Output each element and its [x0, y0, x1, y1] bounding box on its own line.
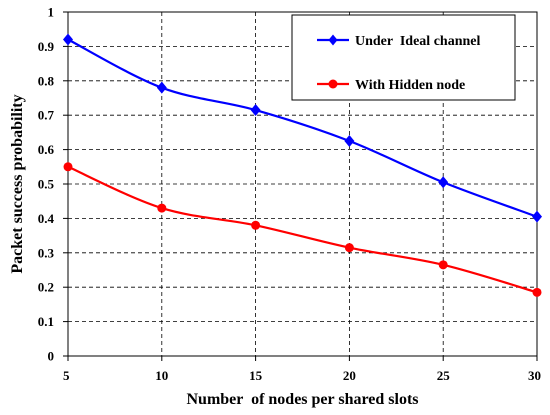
data-point-diamond	[156, 81, 167, 94]
series-line	[67, 165, 538, 294]
x-axis-title: Number of nodes per shared slots	[186, 391, 418, 408]
x-tick-label: 5	[63, 368, 70, 383]
data-point-circle	[251, 220, 261, 230]
series-2	[63, 162, 542, 297]
legend-label: With Hidden node	[355, 78, 465, 93]
x-tick-label: 15	[249, 368, 263, 383]
data-point-circle	[344, 243, 354, 253]
legend-marker-circle	[328, 79, 338, 89]
data-point-diamond	[438, 176, 449, 189]
data-point-circle	[157, 203, 167, 213]
y-axis-title: Packet success probability	[9, 94, 26, 273]
data-point-circle	[532, 287, 542, 297]
legend: Under Ideal channel With Hidden node	[291, 14, 516, 101]
y-axis-ticks: 0 0.1 0.2 0.3 0.4 0.5 0.6 0.7 0.8 0.9 1	[38, 5, 68, 364]
series-layer	[63, 33, 542, 297]
data-point-circle	[63, 162, 73, 172]
y-tick-label: 0.6	[38, 142, 55, 157]
x-tick-label: 25	[437, 368, 451, 383]
series-1	[63, 33, 542, 223]
data-point-diamond	[532, 210, 542, 223]
x-tick-label: 20	[343, 368, 356, 383]
y-tick-label: 0.4	[38, 211, 55, 226]
data-point-diamond	[63, 33, 73, 46]
legend-item-1: Under Ideal channel	[317, 34, 480, 49]
legend-item-2: With Hidden node	[317, 78, 465, 93]
x-tick-label: 10	[155, 368, 168, 383]
y-tick-label: 0.8	[38, 73, 55, 88]
data-point-diamond	[250, 104, 261, 117]
y-tick-label: 0	[48, 349, 55, 364]
legend-marker-diamond	[328, 34, 338, 46]
data-point-diamond	[344, 135, 355, 147]
data-point-circle	[438, 260, 448, 270]
y-tick-label: 0.2	[38, 280, 54, 295]
x-tick-label: 30	[528, 368, 541, 383]
series-line	[67, 38, 538, 218]
y-tick-label: 0.7	[38, 108, 55, 123]
y-tick-label: 0.3	[38, 245, 55, 260]
y-tick-label: 0.1	[38, 314, 54, 329]
y-tick-label: 1	[48, 5, 55, 20]
y-tick-label: 0.5	[38, 177, 55, 192]
x-axis-ticks: 5 10 15 20 25 30	[63, 356, 541, 383]
legend-label: Under Ideal channel	[355, 34, 480, 49]
y-tick-label: 0.9	[38, 39, 55, 54]
